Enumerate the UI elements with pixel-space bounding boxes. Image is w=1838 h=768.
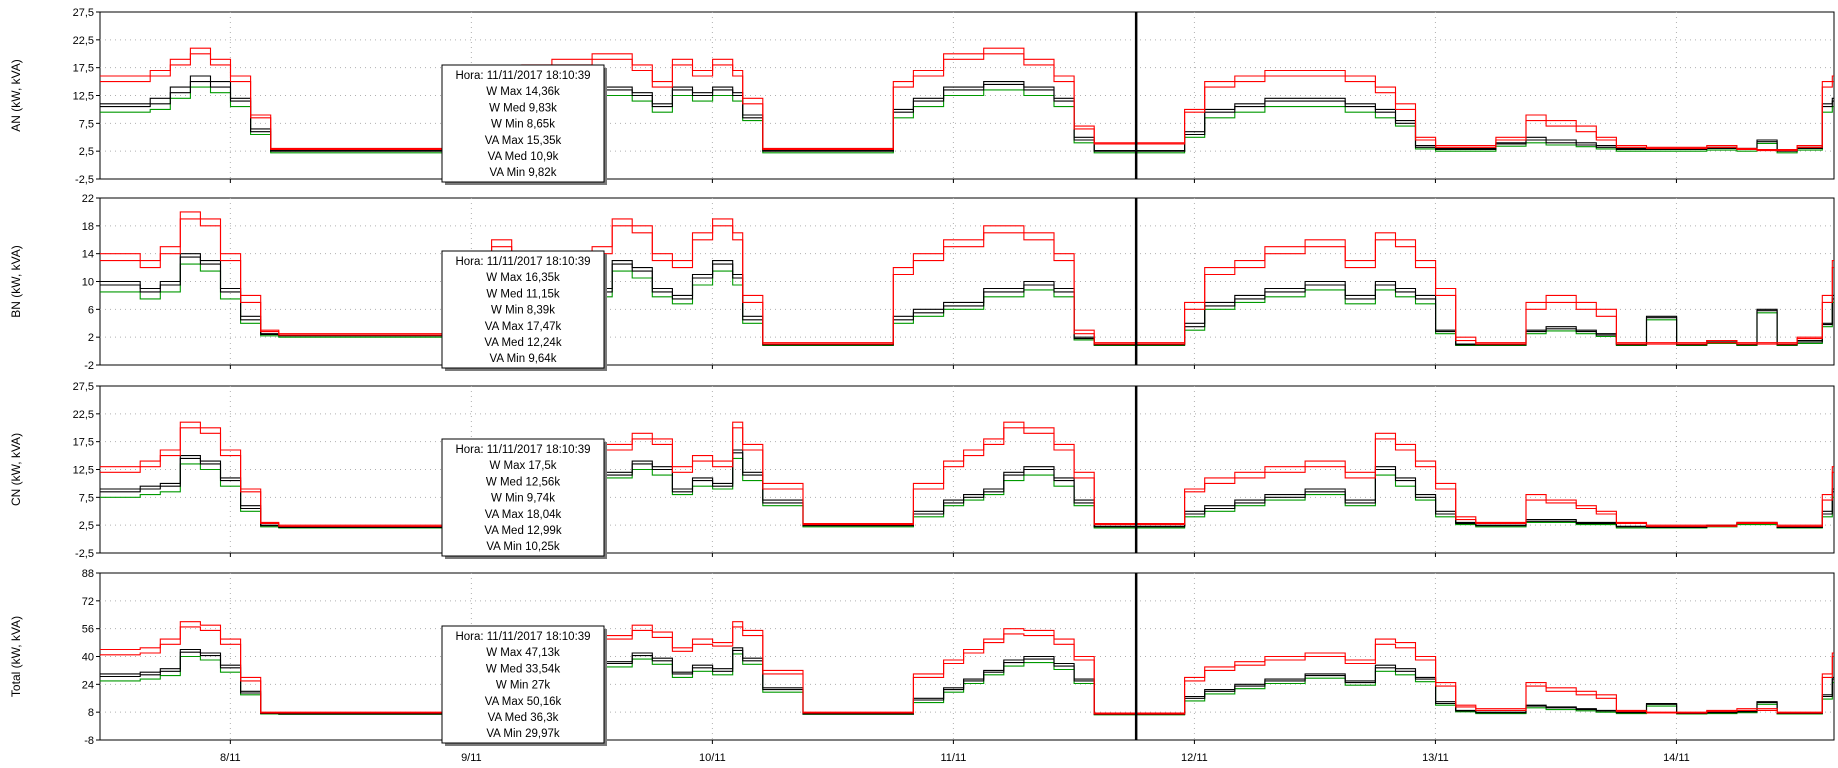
series-line-va-med bbox=[100, 427, 1834, 527]
y-tick-label: -2,5 bbox=[75, 174, 94, 186]
cursor-tooltip: Hora: 11/11/2017 18:10:39 W Max 14,36k W M… bbox=[441, 64, 607, 185]
y-tick-label: 12,5 bbox=[73, 91, 94, 103]
chart-panels: 27,522,517,512,57,52,5-2,5AN (kW, kVA) Ho… bbox=[9, 7, 1835, 747]
x-tick-label: 12/11 bbox=[1181, 752, 1208, 764]
tooltip-value: VA Med 10,9k bbox=[488, 151, 559, 163]
series-line-w-max bbox=[100, 75, 1834, 152]
tooltip-value: VA Med 12,24k bbox=[484, 337, 561, 349]
series-line-va-max bbox=[100, 421, 1834, 526]
tooltip-time: Hora: 11/11/2017 18:10:39 bbox=[455, 444, 590, 456]
chart-panel-0: 27,5 22,5 17,5 12,5 7,5 2,5 -2,5 AN (kW, kVA) Ho… bbox=[9, 7, 1835, 186]
y-tick-label: 22,5 bbox=[73, 409, 94, 421]
tooltip-value: VA Max 17,47k bbox=[485, 321, 562, 333]
y-tick-label: -2,5 bbox=[75, 548, 94, 560]
tooltip-value: W Med 11,15k bbox=[486, 288, 560, 300]
y-tick-label: 27,5 bbox=[73, 381, 94, 393]
y-tick-label: 12,5 bbox=[73, 465, 94, 477]
x-tick-label: 11/11 bbox=[940, 752, 966, 764]
series-line-w-max bbox=[100, 647, 1834, 715]
chart-panel-1: 22 18 14 10 6 2 -2 BN (kW, kVA) Hora: 11/11/2017… bbox=[9, 193, 1835, 372]
y-tick-label: 8 bbox=[88, 707, 94, 719]
y-tick-label: -8 bbox=[84, 735, 94, 747]
tooltip-value: VA Med 36,3k bbox=[488, 712, 559, 724]
tooltip-value: VA Max 15,35k bbox=[485, 135, 562, 147]
cursor-tooltip: Hora: 11/11/2017 18:10:39 W Max 16,35k W M… bbox=[441, 250, 607, 371]
tooltip-time: Hora: 11/11/2017 18:10:39 bbox=[455, 70, 590, 82]
series-line-w-med bbox=[100, 452, 1834, 528]
x-tick-label: 9/11 bbox=[461, 752, 482, 764]
cursor-tooltip: Hora: 11/11/2017 18:10:39 W Max 47,13k W M… bbox=[441, 625, 607, 746]
chart-panel-2: 27,5 22,5 17,5 12,5 7,5 2,5 -2,5 CN (kW, kVA) Ho… bbox=[9, 381, 1835, 560]
series-group bbox=[100, 47, 1834, 154]
x-tick-label: 10/11 bbox=[699, 752, 726, 764]
tooltip-time: Hora: 11/11/2017 18:10:39 bbox=[455, 256, 590, 268]
tooltip-value: VA Min 10,25k bbox=[486, 541, 560, 553]
tooltip-value: W Max 47,13k bbox=[486, 647, 560, 659]
tooltip-value: VA Med 12,99k bbox=[484, 525, 561, 537]
y-tick-label: 17,5 bbox=[73, 63, 94, 75]
chart-panel-3: 88 72 56 40 24 8 -8 Total (kW, kVA) Hora: 11/11/… bbox=[9, 568, 1835, 747]
y-tick-label: 27,5 bbox=[73, 7, 94, 19]
y-axis-label: AN (kW, kVA) bbox=[9, 59, 23, 131]
y-tick-label: 40 bbox=[82, 652, 94, 664]
tooltip-box bbox=[441, 438, 605, 557]
tooltip-value: VA Max 50,16k bbox=[485, 696, 562, 708]
tooltip-value: VA Min 9,64k bbox=[490, 353, 557, 365]
y-tick-label: 22,5 bbox=[73, 35, 94, 47]
y-tick-label: 10 bbox=[82, 277, 94, 289]
series-group bbox=[100, 421, 1834, 529]
tooltip-value: W Max 17,5k bbox=[489, 460, 556, 472]
tooltip-value: W Max 16,35k bbox=[486, 272, 560, 284]
series-line-va-max bbox=[100, 211, 1834, 344]
y-axis-label: CN (kW, kVA) bbox=[9, 433, 23, 506]
tooltip-value: W Min 27k bbox=[496, 680, 551, 692]
x-axis-labels: 8/11 9/11 10/11 11/11 12/11 13/11 14/11 bbox=[220, 752, 1690, 764]
y-axis-label: BN (kW, kVA) bbox=[9, 245, 23, 317]
y-tick-label: 72 bbox=[82, 596, 94, 608]
x-tick-label: 14/11 bbox=[1663, 752, 1690, 764]
y-tick-label: 2,5 bbox=[79, 520, 94, 532]
y-tick-label: 7,5 bbox=[79, 118, 94, 130]
tooltip-box bbox=[441, 250, 605, 369]
y-tick-label: 56 bbox=[82, 624, 94, 636]
cursor-tooltip: Hora: 11/11/2017 18:10:39 W Max 17,5k W Me… bbox=[441, 438, 607, 559]
y-tick-label: 18 bbox=[82, 221, 94, 233]
tooltip-value: VA Max 18,04k bbox=[485, 509, 562, 521]
tooltip-value: W Med 12,56k bbox=[486, 476, 560, 488]
y-tick-label: 22 bbox=[82, 193, 94, 205]
tooltip-value: W Min 8,39k bbox=[491, 305, 555, 317]
tooltip-value: VA Min 9,82k bbox=[490, 167, 557, 179]
y-tick-label: 88 bbox=[82, 568, 94, 580]
y-tick-label: 14 bbox=[82, 249, 94, 261]
tooltip-time: Hora: 11/11/2017 18:10:39 bbox=[455, 631, 590, 643]
x-tick-label: 13/11 bbox=[1422, 752, 1449, 764]
series-line-va-max bbox=[100, 47, 1834, 151]
tooltip-value: W Max 14,36k bbox=[486, 86, 560, 98]
tooltip-value: W Med 33,54k bbox=[486, 663, 560, 675]
tooltip-value: W Min 8,65k bbox=[491, 119, 555, 131]
tooltip-value: W Min 9,74k bbox=[491, 493, 555, 505]
tooltip-value: VA Min 29,97k bbox=[486, 728, 560, 740]
y-axis-label: Total (kW, kVA) bbox=[9, 616, 23, 697]
y-tick-label: 6 bbox=[88, 304, 94, 316]
tooltip-value: W Med 9,83k bbox=[489, 102, 557, 114]
y-tick-label: -2 bbox=[84, 360, 94, 372]
y-tick-label: 24 bbox=[82, 679, 94, 691]
tooltip-box bbox=[441, 625, 605, 744]
y-tick-label: 7,5 bbox=[79, 492, 94, 504]
y-tick-label: 2 bbox=[88, 332, 94, 344]
y-tick-label: 2,5 bbox=[79, 146, 94, 158]
tooltip-box bbox=[441, 64, 605, 183]
series-group bbox=[100, 211, 1834, 347]
y-tick-label: 17,5 bbox=[73, 437, 94, 449]
x-tick-label: 8/11 bbox=[220, 752, 241, 764]
